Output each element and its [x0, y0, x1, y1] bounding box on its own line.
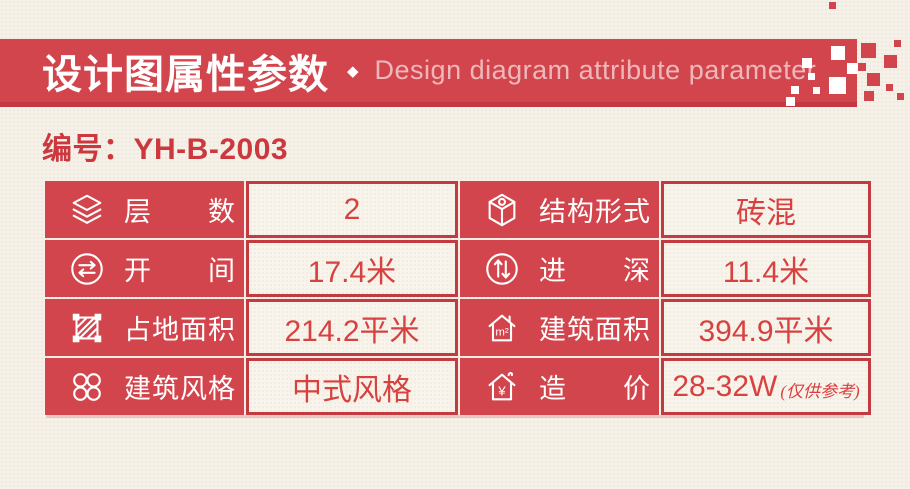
- label-text: 进 深: [539, 256, 651, 286]
- table-label-width: 开 间: [45, 240, 244, 297]
- table-label-structure: 结构形式: [460, 181, 659, 238]
- page-subtitle: Design diagram attribute parameter: [374, 55, 817, 85]
- mosaic-square: [867, 73, 880, 86]
- table-value-structure: 砖混: [661, 181, 871, 238]
- value-text: 2: [343, 192, 361, 226]
- table-value-floors: 2: [246, 181, 458, 238]
- mosaic-square: [791, 86, 799, 94]
- label-text: 建筑面积: [539, 315, 651, 345]
- mosaic-square: [894, 40, 901, 47]
- label-text: 层 数: [124, 197, 236, 227]
- serial-number: 编号：YH-B-2003: [42, 124, 288, 168]
- table-label-price: ¥ 造 价: [460, 358, 659, 415]
- table-value-style: 中式风格: [246, 358, 458, 415]
- land-area-icon: [67, 308, 107, 348]
- value-text: 中式风格: [292, 373, 412, 407]
- label-text: 建筑风格: [124, 374, 236, 404]
- label-text: 占地面积: [124, 315, 236, 345]
- parameter-table: 层 数 2 结构形式 砖混 开 间 17.4米 进: [45, 181, 871, 415]
- table-label-depth: 进 深: [460, 240, 659, 297]
- mosaic-square: [861, 43, 876, 58]
- table-value-building-area: 394.9平米: [661, 299, 871, 356]
- mosaic-square: [884, 55, 897, 68]
- table-value-price: 28-32W (仅供参考): [661, 358, 871, 415]
- mosaic-square: [864, 91, 874, 101]
- svg-text:m²: m²: [495, 326, 508, 338]
- mosaic-square: [847, 63, 858, 74]
- mosaic-square: [829, 77, 846, 94]
- label-text: 结构形式: [539, 197, 651, 227]
- value-text: 28-32W: [672, 369, 778, 403]
- table-label-style: 建筑风格: [45, 358, 244, 415]
- table-label-floors: 层 数: [45, 181, 244, 238]
- layers-icon: [67, 190, 107, 230]
- cube-icon: [482, 190, 522, 230]
- table-value-width: 17.4米: [246, 240, 458, 297]
- style-clover-icon: [67, 367, 107, 407]
- diamond-icon: ◆: [347, 62, 359, 80]
- label-text: 开 间: [124, 256, 236, 286]
- label-text: 造 价: [539, 374, 651, 404]
- table-value-depth: 11.4米: [661, 240, 871, 297]
- svg-text:¥: ¥: [497, 383, 506, 398]
- mosaic-square: [802, 58, 812, 68]
- value-text: 394.9平米: [698, 314, 834, 348]
- mosaic-square: [831, 46, 845, 60]
- width-arrows-icon: [67, 249, 107, 289]
- value-text: 17.4米: [307, 255, 397, 289]
- value-text: 11.4米: [722, 255, 810, 289]
- mosaic-square: [897, 93, 904, 100]
- value-note: (仅供参考): [780, 382, 860, 401]
- mosaic-square: [886, 84, 893, 91]
- serial-value: YH-B-2003: [133, 133, 289, 166]
- table-value-land-area: 214.2平米: [246, 299, 458, 356]
- price-house-icon: ¥: [482, 367, 522, 407]
- mosaic-square: [813, 87, 820, 94]
- mosaic-square: [808, 73, 815, 80]
- mosaic-square: [829, 2, 836, 9]
- serial-label: 编号：: [42, 133, 134, 166]
- value-text: 砖混: [736, 196, 796, 230]
- mosaic-square: [858, 63, 866, 71]
- table-label-land-area: 占地面积: [45, 299, 244, 356]
- page-title: 设计图属性参数: [42, 52, 329, 97]
- mosaic-square: [786, 97, 795, 106]
- depth-arrows-icon: [482, 249, 522, 289]
- header-banner: 设计图属性参数 ◆ Design diagram attribute param…: [0, 39, 857, 107]
- value-text: 214.2平米: [284, 314, 420, 348]
- table-label-building-area: m² 建筑面积: [460, 299, 659, 356]
- building-area-icon: m²: [482, 308, 522, 348]
